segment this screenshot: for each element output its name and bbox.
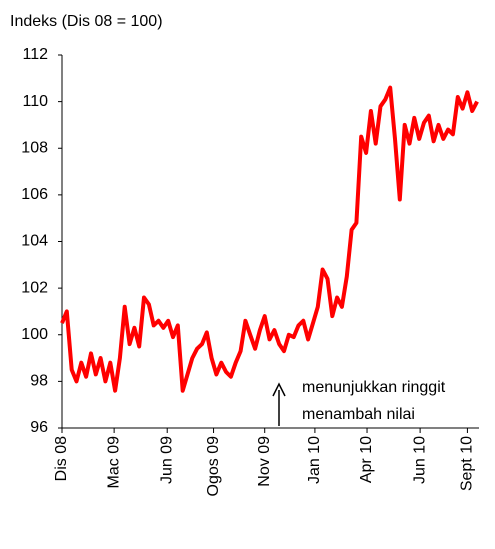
x-tick-label: Sept 10 — [459, 436, 476, 491]
annotation: menambah nilai — [302, 406, 415, 423]
y-tick-label: 102 — [21, 279, 48, 296]
x-tick-label: Ogos 09 — [205, 436, 222, 497]
y-tick-label: 108 — [21, 139, 48, 156]
x-tick-label: Dis 08 — [53, 436, 70, 481]
x-tick-label: Apr 10 — [358, 436, 375, 483]
y-tick-label: 106 — [21, 186, 48, 203]
line — [60, 85, 479, 393]
x-tick-label: Jun 09 — [158, 436, 175, 484]
y-tick-label: 98 — [30, 373, 48, 390]
y-tick-label: 96 — [30, 419, 48, 436]
y-axis-title: Indeks (Dis 08 = 100) — [10, 13, 163, 30]
y-tick-label: 110 — [22, 93, 48, 110]
x-tick-label: Mac 09 — [105, 436, 122, 489]
y-tick-label: 100 — [21, 326, 48, 343]
y-tick-label: 112 — [22, 46, 48, 63]
arrow-head — [272, 382, 286, 397]
annotation: menunjukkan ringgit — [302, 379, 446, 396]
x-tick-label: Jun 10 — [411, 436, 428, 484]
x-tick-label: Nov 09 — [256, 436, 273, 487]
y-tick-label: 104 — [21, 233, 48, 250]
x-tick-label: Jan 10 — [306, 436, 323, 484]
